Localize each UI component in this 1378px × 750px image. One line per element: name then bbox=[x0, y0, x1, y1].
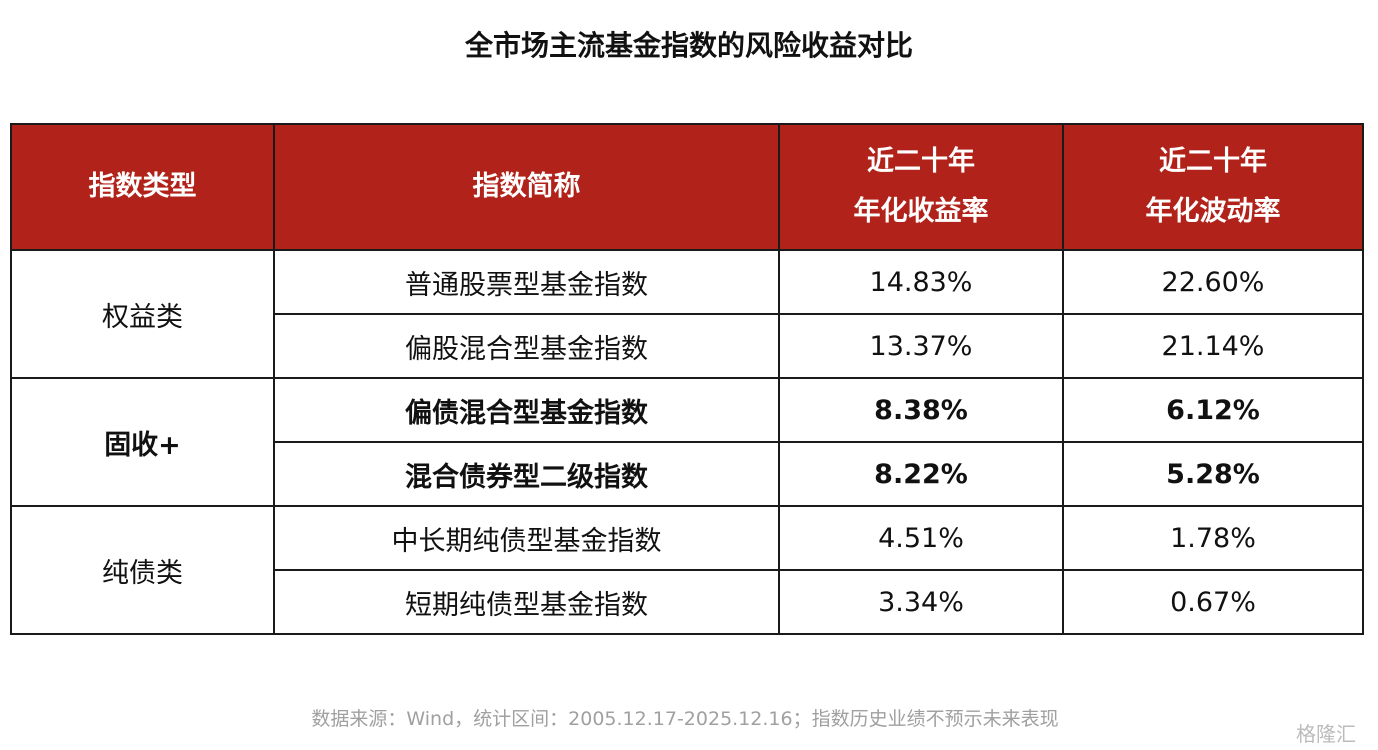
row: 混合债券型二级指数 8.22% 5.28% bbox=[11, 441, 1364, 507]
group-cell: 固收+ bbox=[10, 377, 275, 507]
cell: 混合债券型二级指数 bbox=[273, 441, 780, 507]
cell: 0.67% bbox=[1062, 569, 1364, 635]
cell: 3.34% bbox=[778, 569, 1064, 635]
title: 全市场主流基金指数的风险收益对比 bbox=[464, 29, 913, 62]
row: 短期纯债型基金指数 3.34% 0.67% bbox=[11, 569, 1364, 635]
cell: 6.12% bbox=[1062, 377, 1364, 443]
header-text: 指数类型 bbox=[88, 171, 197, 202]
cell: 1.78% bbox=[1062, 505, 1364, 571]
header-cell: 近二十年 年化波动率 bbox=[1062, 123, 1364, 251]
header-row: 指数类型 指数简称 近二十年年化收益率 近二十年年化波动率 bbox=[10, 123, 1364, 251]
cell: 4.51% bbox=[778, 505, 1064, 571]
header-text: 指数简称 bbox=[472, 171, 581, 202]
row: 权益类 普通股票型基金指数 14.83% 22.60% bbox=[10, 249, 1364, 379]
header-cell: 指数简称 bbox=[273, 123, 780, 251]
cell: 22.60% bbox=[1062, 249, 1364, 315]
row: 固收+ 偏债混合型基金指数 8.38% 6.12% bbox=[10, 377, 1364, 507]
header-text: 近二十年 bbox=[867, 146, 975, 177]
header-cell: 指数类型 bbox=[10, 123, 275, 251]
cell: 14.83% bbox=[778, 249, 1064, 315]
row: 纯债类 中长期纯债型基金指数 4.51% 1.78% bbox=[10, 505, 1364, 635]
cell: 普通股票型基金指数 bbox=[273, 249, 780, 315]
group-cell: 纯债类 bbox=[10, 505, 275, 635]
header-text: 年化波动率 bbox=[1145, 196, 1281, 227]
cell: 8.38% bbox=[778, 377, 1064, 443]
cell: 中长期纯债型基金指数 bbox=[273, 505, 780, 571]
cell: 13.37% bbox=[778, 313, 1064, 379]
group-cell: 权益类 bbox=[10, 249, 275, 379]
cell: 21.14% bbox=[1062, 313, 1364, 379]
header-cell: 近二十年 年化收益率 bbox=[778, 123, 1064, 251]
header-text: 近二十年 bbox=[1159, 146, 1267, 177]
footnote: 数据来源：Wind，统计区间：2005.12.17-2025.12.16；指数历… bbox=[311, 708, 1059, 730]
cell: 8.22% bbox=[778, 441, 1064, 507]
watermark: 格隆汇 bbox=[1296, 722, 1356, 746]
table: 指数类型 指数简称 近二十年年化收益率 近二十年年化波动率 权益类 普通股票型基… bbox=[10, 123, 1364, 635]
header-text: 年化收益率 bbox=[853, 196, 989, 227]
cell: 短期纯债型基金指数 bbox=[273, 569, 780, 635]
row: 偏股混合型基金指数 13.37% 21.14% bbox=[11, 313, 1364, 379]
cell: 5.28% bbox=[1062, 441, 1364, 507]
cell: 偏股混合型基金指数 bbox=[273, 313, 780, 379]
cell: 偏债混合型基金指数 bbox=[273, 377, 780, 443]
